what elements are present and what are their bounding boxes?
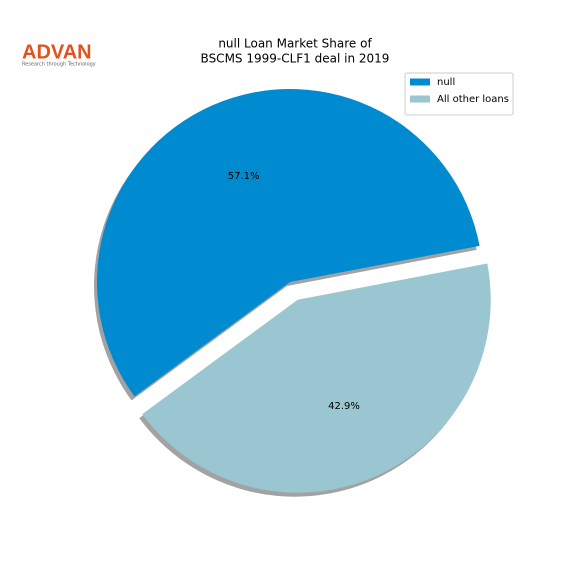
legend-label: null	[437, 77, 455, 88]
pie-slice	[142, 263, 491, 493]
pie-slice	[96, 88, 480, 397]
value-label: 57.1%	[228, 171, 260, 182]
chart-title: BSCMS 1999-CLF1 deal in 2019	[201, 52, 390, 66]
legend-box	[404, 72, 514, 116]
logo-name: ADVAN	[22, 41, 92, 63]
chart-title: null Loan Market Share of	[218, 37, 372, 51]
legend-swatch	[410, 95, 430, 103]
legend-label: All other loans	[437, 94, 509, 105]
value-label: 42.9%	[328, 401, 360, 412]
logo-tagline: Research through Technology	[22, 62, 96, 68]
legend-swatch	[410, 78, 430, 86]
